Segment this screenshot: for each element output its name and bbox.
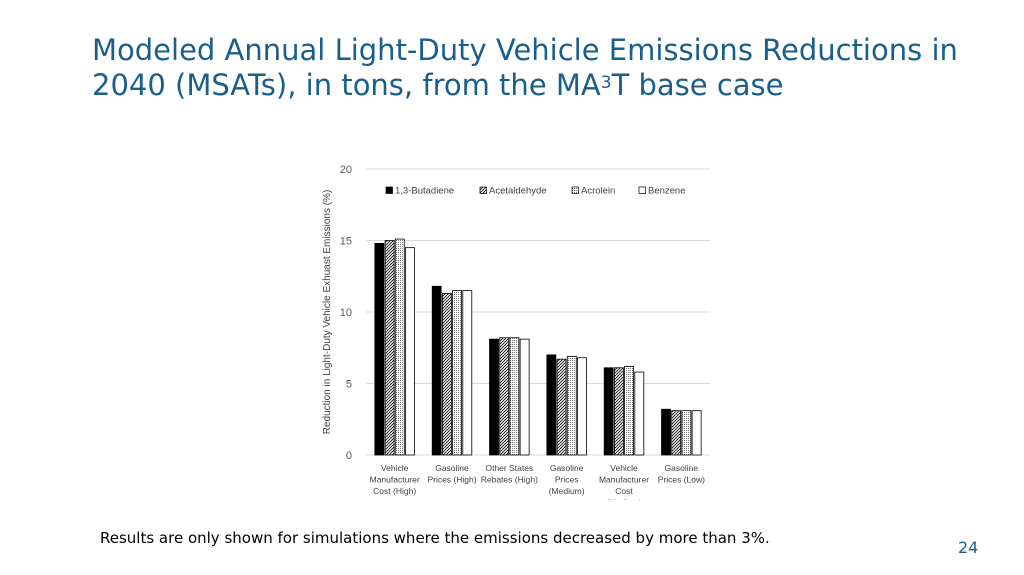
legend-swatch (571, 186, 579, 194)
x-category-label: Vehicle (610, 463, 638, 473)
x-category-label: Cost (615, 486, 633, 496)
page-number: 24 (958, 538, 979, 557)
bar-acetaldehyde (613, 367, 624, 456)
bar-1-3-butadiene (431, 285, 442, 456)
legend-swatch (638, 186, 646, 194)
x-category-label: Prices (Low) (658, 475, 705, 485)
bar-acrolein (509, 337, 520, 456)
bar-benzene (577, 357, 587, 456)
x-category-label: Other States (485, 463, 533, 473)
y-tick-label: 5 (346, 379, 352, 391)
bar-1-3-butadiene (603, 367, 614, 456)
bar-acetaldehyde (384, 240, 395, 456)
bar-acrolein (566, 355, 577, 456)
bar-1-3-butadiene (489, 338, 499, 456)
bar-benzene (519, 338, 530, 456)
y-axis-title: Reduction in Light-Duty Vehicle Exhuast … (322, 190, 333, 435)
bar-1-3-butadiene (374, 242, 385, 456)
legend-swatch (479, 186, 487, 194)
y-tick-label: 15 (340, 236, 352, 248)
x-category-label: Prices (555, 475, 579, 485)
legend-label: Acrolein (581, 186, 615, 197)
bar-benzene (634, 371, 645, 456)
title-superscript: 3 (600, 73, 612, 93)
bar-acrolein (681, 410, 692, 456)
bar-benzene (405, 247, 415, 456)
x-category-label: Gasoline (550, 463, 584, 473)
bar-1-3-butadiene (546, 354, 557, 456)
bar-chart: 1,3-Butadiene Acetaldehyde Acrolein Benzene… (314, 158, 714, 500)
legend-label: Acetaldehyde (489, 186, 547, 197)
x-category-label: Gasoline (435, 463, 469, 473)
bar-acetaldehyde (671, 410, 682, 456)
x-category-label: Rebates (High) (481, 475, 538, 485)
bar-acetaldehyde (441, 293, 452, 456)
x-category-label: Vehicle (381, 463, 409, 473)
x-category-label: (Medium) (606, 498, 642, 501)
title-text-2: T base case (611, 68, 784, 102)
bar-benzene (691, 410, 702, 456)
bar-acrolein (452, 290, 463, 456)
x-category-label: Manufacturer (370, 475, 420, 485)
legend-swatch (385, 186, 393, 194)
bar-acrolein (624, 365, 635, 456)
bar-acetaldehyde (556, 358, 567, 456)
y-tick-label: 20 (340, 164, 352, 176)
title-text-1: Modeled Annual Light-Duty Vehicle Emissi… (92, 33, 958, 102)
bar-acrolein (394, 238, 405, 456)
footnote: Results are only shown for simulations w… (100, 529, 770, 547)
bar-acetaldehyde (499, 337, 510, 456)
x-category-label: Cost (High) (373, 486, 416, 496)
legend-label: 1,3-Butadiene (395, 186, 454, 197)
y-tick-label: 0 (346, 450, 352, 462)
y-tick-label: 10 (340, 307, 352, 319)
x-category-label: Manufacturer (599, 475, 649, 485)
slide-title: Modeled Annual Light-Duty Vehicle Emissi… (92, 33, 962, 103)
legend-label: Benzene (648, 186, 686, 197)
bar-1-3-butadiene (661, 408, 671, 456)
x-category-label: Gasoline (665, 463, 699, 473)
x-category-label: (Medium) (549, 486, 585, 496)
x-category-label: Prices (High) (427, 475, 476, 485)
bar-chart-svg: 1,3-Butadiene Acetaldehyde Acrolein Benzene… (322, 164, 710, 501)
bar-benzene (462, 290, 473, 456)
